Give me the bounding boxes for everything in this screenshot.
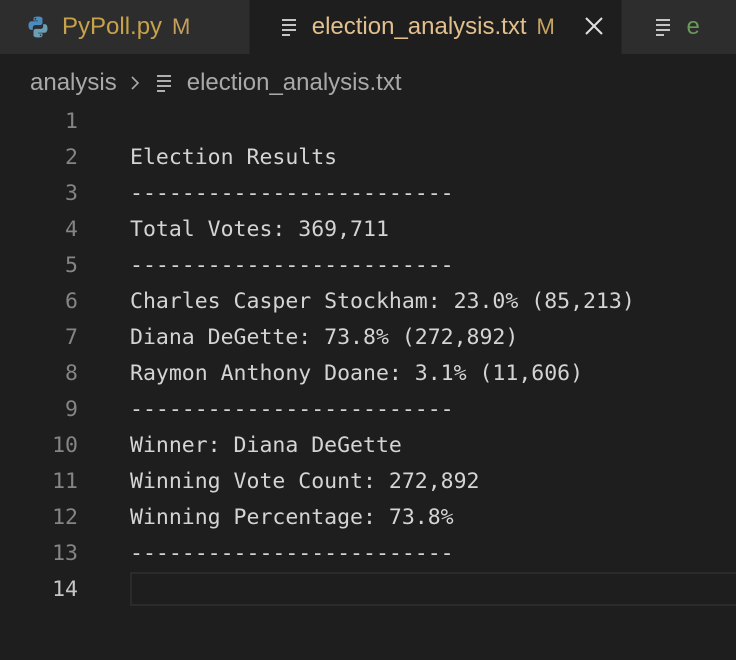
line-text: Total Votes: 369,711 bbox=[130, 217, 389, 242]
current-line-highlight bbox=[130, 572, 736, 606]
line-number: 2 bbox=[65, 145, 78, 170]
lines-icon bbox=[156, 75, 171, 92]
line-number: 10 bbox=[52, 433, 78, 458]
line-number: 6 bbox=[65, 289, 78, 314]
line-number-current: 14 bbox=[52, 577, 78, 602]
code-line: 8 Raymon Anthony Doane: 3.1% (11,606) bbox=[0, 356, 736, 392]
line-number: 11 bbox=[52, 469, 78, 494]
line-number: 7 bbox=[65, 325, 78, 350]
modified-badge: M bbox=[172, 14, 191, 39]
code-line: 6 Charles Casper Stockham: 23.0% (85,213… bbox=[0, 284, 736, 320]
tab-label: election_analysis.txt bbox=[311, 13, 527, 40]
modified-badge: M bbox=[536, 14, 555, 39]
line-number: 8 bbox=[65, 361, 78, 386]
line-text: Winner: Diana DeGette bbox=[130, 433, 402, 458]
line-number: 5 bbox=[65, 253, 78, 278]
line-text: Winning Vote Count: 272,892 bbox=[130, 469, 480, 494]
line-text: Election Results bbox=[130, 145, 338, 170]
python-icon bbox=[28, 16, 48, 38]
code-line: 12 Winning Percentage: 73.8% bbox=[0, 500, 736, 536]
line-text: Winning Percentage: 73.8% bbox=[130, 505, 454, 530]
chevron-right-icon bbox=[131, 76, 139, 90]
code-line-current: 14 bbox=[0, 572, 736, 608]
line-text: Raymon Anthony Doane: 3.1% (11,606) bbox=[130, 361, 584, 386]
line-text: Diana DeGette: 73.8% (272,892) bbox=[130, 325, 519, 350]
line-text: ------------------------- bbox=[130, 541, 454, 566]
code-line: 4 Total Votes: 369,711 bbox=[0, 212, 736, 248]
tab-label: PyPoll.py bbox=[62, 13, 163, 40]
code-line: 1 bbox=[0, 104, 736, 140]
line-number: 4 bbox=[65, 217, 78, 242]
line-number: 9 bbox=[65, 397, 78, 422]
line-text: ------------------------- bbox=[130, 397, 454, 422]
tab-partial[interactable]: e bbox=[621, 0, 736, 54]
lines-icon bbox=[656, 19, 671, 36]
tab-label: e bbox=[686, 13, 700, 40]
line-number: 3 bbox=[65, 181, 78, 206]
line-number: 12 bbox=[52, 505, 78, 530]
tab-pypoll[interactable]: PyPoll.py M bbox=[0, 0, 249, 54]
breadcrumb: analysis election_analysis.txt bbox=[0, 54, 736, 112]
code-line: 11 Winning Vote Count: 272,892 bbox=[0, 464, 736, 500]
tab-bar: PyPoll.py M election_analysis.txt M bbox=[0, 0, 736, 54]
lines-icon bbox=[281, 19, 296, 36]
line-text: ------------------------- bbox=[130, 253, 454, 278]
line-text: ------------------------- bbox=[130, 181, 454, 206]
line-text: Charles Casper Stockham: 23.0% (85,213) bbox=[130, 289, 635, 314]
code-line: 9 ------------------------- bbox=[0, 392, 736, 428]
code-editor[interactable]: 1 2 Election Results 3 -----------------… bbox=[0, 104, 736, 624]
code-line: 2 Election Results bbox=[0, 140, 736, 176]
breadcrumb-folder[interactable]: analysis bbox=[30, 69, 117, 96]
close-icon[interactable] bbox=[583, 15, 605, 37]
breadcrumb-file[interactable]: election_analysis.txt bbox=[186, 69, 402, 96]
code-line: 7 Diana DeGette: 73.8% (272,892) bbox=[0, 320, 736, 356]
code-line: 13 ------------------------- bbox=[0, 536, 736, 572]
tab-election-analysis[interactable]: election_analysis.txt M bbox=[248, 0, 622, 54]
line-number: 13 bbox=[52, 541, 78, 566]
code-line: 5 ------------------------- bbox=[0, 248, 736, 284]
line-number: 1 bbox=[65, 109, 78, 134]
code-line: 10 Winner: Diana DeGette bbox=[0, 428, 736, 464]
code-line: 3 ------------------------- bbox=[0, 176, 736, 212]
